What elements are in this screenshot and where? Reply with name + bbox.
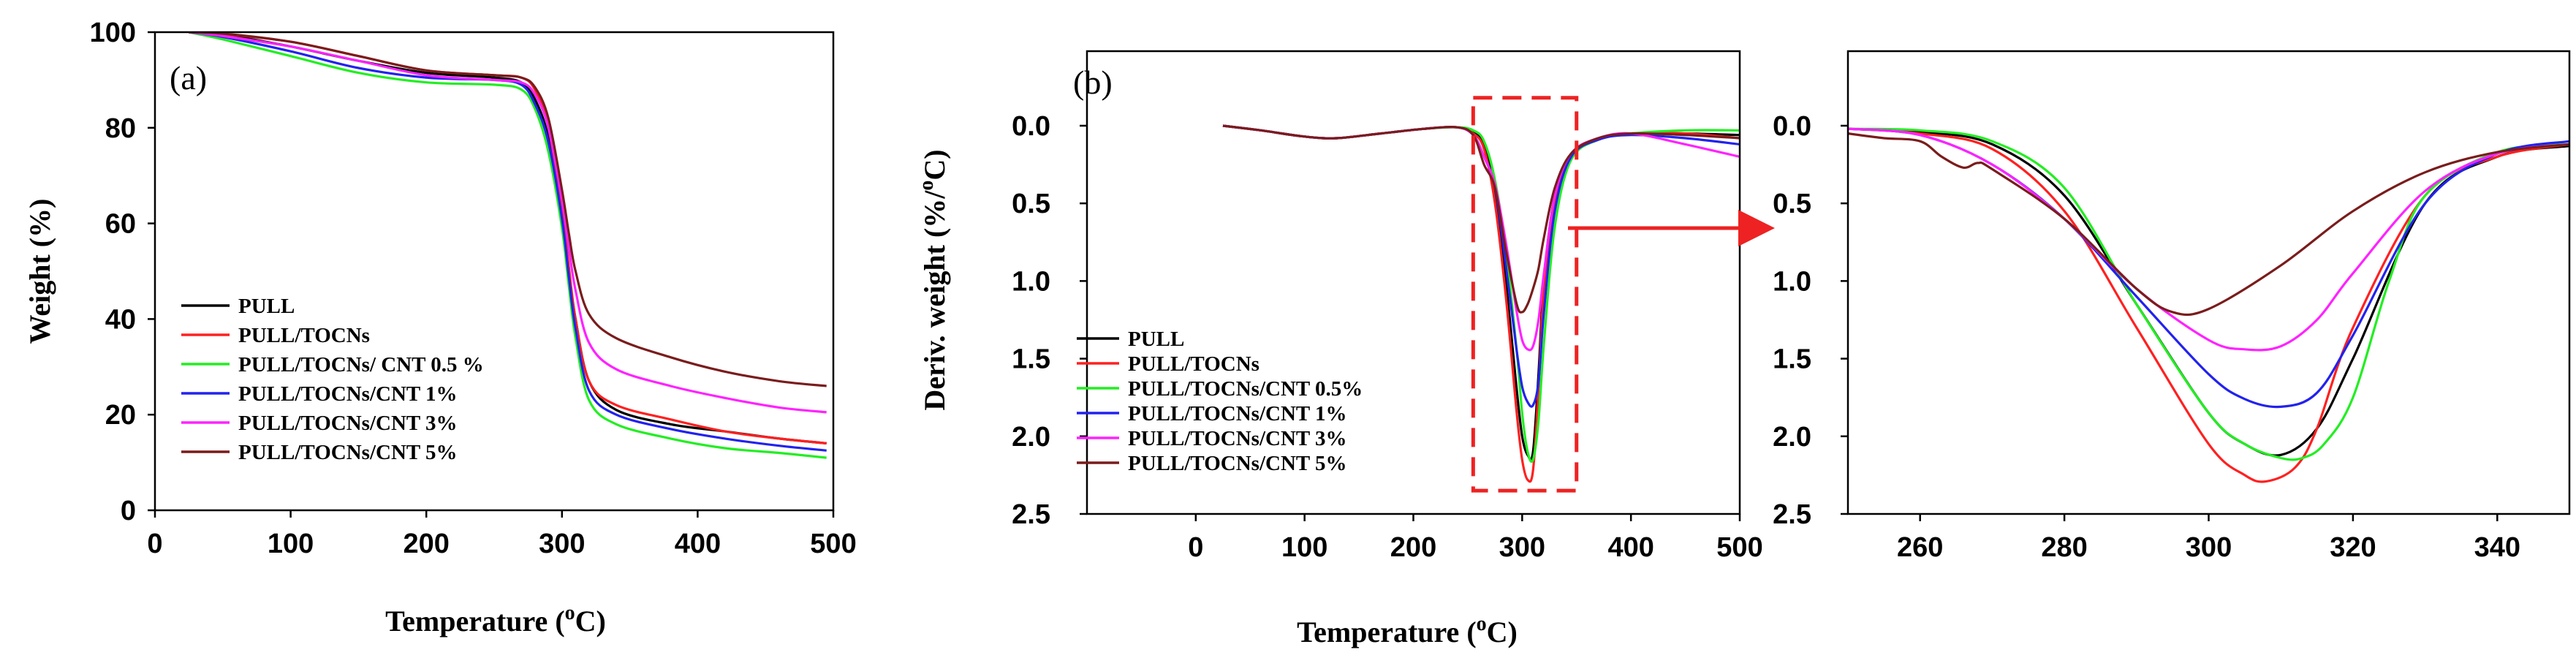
x-tick-label: 500 [1716,532,1762,563]
y-tick-label: 60 [105,209,136,240]
legend: PULL PULL/TOCNs PULL/TOCNs/ CNT 0.5 % PULL/… [181,295,484,464]
y-tick-label: 1.0 [1773,266,1811,297]
x-axis-title-sup: o [1477,613,1487,635]
legend-entry: PULL/TOCNs/CNT 1% [1128,402,1346,425]
x-axis-title-main: Temperature ( [1297,616,1477,648]
y-axis-title-main: Deriv. weight (%/ [918,190,951,411]
y-tick-label: 40 [105,304,136,335]
series-line-pull-tocns-cnt-5 [1222,124,1740,314]
legend-entry: PULL [1128,328,1184,351]
series-line-pull-tocns-cnt-0-5 [1848,127,2569,461]
x-tick-label: 300 [2186,532,2232,563]
y-tick-label: 0.5 [1773,189,1811,219]
panel-label: (a) [170,59,207,97]
x-tick-label: 340 [2474,532,2520,563]
x-tick-label: 300 [539,529,585,559]
y-tick-label: 2.5 [1012,499,1050,530]
series-line-pull-tocns-cnt-0-5 [189,32,827,459]
y-tick-label: 1.5 [1773,344,1811,375]
x-axis-title-end: C) [1487,616,1518,648]
y-tick-label: 0.0 [1012,111,1050,142]
y-tick-label: 1.5 [1012,344,1050,375]
series-group [1848,127,2569,483]
x-tick-label: 200 [403,529,449,559]
series-line-pull-tocns-cnt-5 [189,32,827,387]
series-group [189,32,827,459]
y-tick-label: 100 [90,18,136,48]
series-line-pull-tocns-cnt-1 [189,32,827,452]
x-tick-label: 320 [2330,532,2376,563]
x-tick-label: 0 [147,529,162,559]
y-tick-label: 0.0 [1773,111,1811,142]
legend-entry: PULL/TOCNs/CNT 3% [238,412,457,435]
y-tick-label: 2.5 [1773,499,1811,530]
legend-entry: PULL/TOCNs [238,324,370,347]
x-tick-label: 260 [1897,532,1943,563]
legend-entry: PULL/TOCNs/ CNT 0.5 % [238,353,484,376]
y-tick-label: 0.5 [1012,189,1050,219]
x-tick-label: 0 [1188,532,1203,563]
x-tick-label: 400 [1607,532,1653,563]
legend-entry: PULL/TOCNs/CNT 0.5% [1128,377,1363,401]
y-tick-label: 20 [105,400,136,431]
legend-entry: PULL/TOCNs/CNT 5% [1128,452,1346,475]
series-group [1222,124,1740,483]
y-tick-label: 2.0 [1012,422,1050,453]
legend-entry: PULL/TOCNs/CNT 1% [238,382,457,406]
series-line-pull-tocns-cnt-3 [189,32,827,414]
y-tick-label: 1.0 [1012,266,1050,297]
y-axis-title-sup: o [915,181,938,191]
panel-label: (b) [1073,64,1113,101]
legend-entry: PULL [238,295,295,318]
panel-zoom-dtg: 260 280 300 320 340 0.0 0.5 1.0 1.5 2.0 2.5 [1773,50,2571,563]
plot-frame [154,31,835,512]
x-tick-label: 400 [675,529,721,559]
y-tick-label: 2.0 [1773,422,1811,453]
x-tick-label: 280 [2041,532,2087,563]
legend-entry: PULL/TOCNs [1128,352,1259,376]
zoom-highlight-box [1471,96,1579,493]
x-axis-title-sup: o [565,602,575,624]
x-tick-label: 300 [1499,532,1545,563]
series-line-pull-tocns-cnt-3 [1848,127,2569,352]
x-axis-title: Temperature (oC) [385,602,606,637]
y-axis-title: Weight (%) [23,199,56,344]
x-axis-title: Temperature (oC) [1297,613,1518,648]
x-tick-label: 500 [810,529,856,559]
y-tick-label: 80 [105,113,136,144]
x-tick-label: 100 [1281,532,1327,563]
panel-b-dtg: 0 100 200 300 400 5000.00.51.01.52.02.5PULLPU… [915,50,1763,648]
y-axis-title-end: C) [918,149,951,180]
legend-entry: PULL/TOCNs/CNT 3% [1128,427,1346,450]
y-axis-title: Deriv. weight (%/oC) [915,149,951,410]
y-tick-label: 0 [121,496,136,526]
series-line-pull-tocns-cnt-5 [1848,132,2569,317]
x-axis-title-end: C) [575,605,606,637]
x-tick-label: 200 [1390,532,1436,563]
legend-entry: PULL/TOCNs/CNT 5% [238,441,457,464]
panel-a-tga: 0 100 200 300 400 500 0 20 40 60 80 100 PULL PULL/TOC… [23,18,857,637]
x-tick-label: 100 [268,529,314,559]
x-axis-title-main: Temperature ( [385,605,565,637]
